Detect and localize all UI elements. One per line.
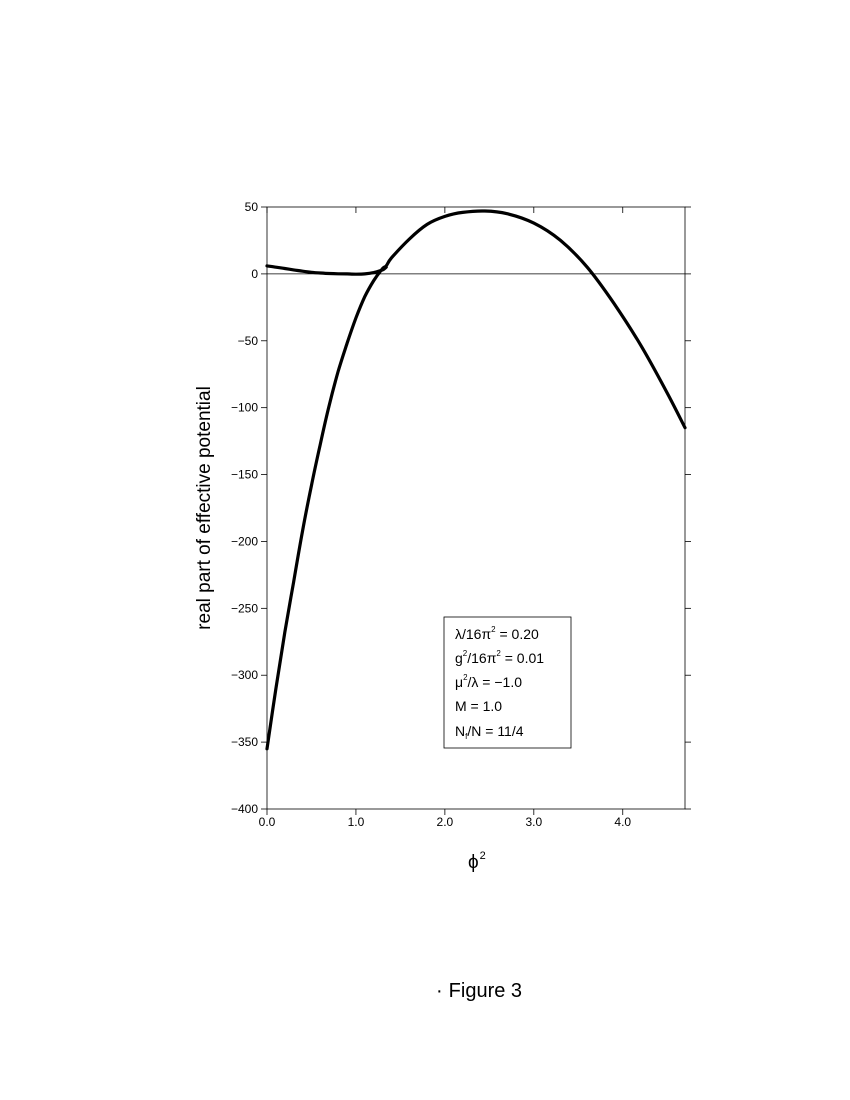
y-tick-label: −100 [231, 401, 258, 415]
y-tick-label: 0 [251, 267, 258, 281]
legend-entry-mu: μ2/λ = −1.0 [455, 673, 522, 690]
plot-border [266, 206, 686, 810]
legend-entry-lambda: λ/16π2 = 0.20 [455, 625, 539, 642]
y-tick-label: −200 [231, 534, 258, 548]
y-axis-title: real part of effective potential [194, 386, 215, 630]
y-tick-label: −300 [231, 668, 258, 682]
series-line-1 [265, 264, 388, 276]
y-tick-label: −350 [231, 735, 258, 749]
legend-entry-nf: Nf/N = 11/4 [455, 723, 524, 741]
caption-text: Figure 3 [448, 980, 523, 1002]
series-group [265, 209, 687, 751]
y-tick-label: −150 [231, 468, 258, 482]
x-tick-label: 2.0 [437, 815, 454, 829]
caption-bullet: · [436, 980, 443, 1002]
y-tick-label: −50 [238, 334, 259, 348]
legend-box [443, 616, 572, 749]
plot-frame [266, 206, 686, 810]
legend-entry-g: g2/16π2 = 0.01 [455, 649, 544, 666]
x-tick-label: 3.0 [525, 815, 542, 829]
series-line-2 [265, 209, 687, 751]
x-axis-title-base: ϕ [468, 852, 479, 873]
x-axis-title: ϕ2 [468, 850, 486, 873]
legend: λ/16π2 = 0.20 g2/16π2 = 0.01 μ2/λ = −1.0… [443, 616, 572, 749]
x-tick-label: 0.0 [259, 815, 276, 829]
figure-caption: · Figure 3 [436, 980, 522, 1003]
axis-ticks [261, 206, 691, 815]
y-tick-label: −400 [231, 802, 258, 816]
y-tick-label: 50 [245, 200, 259, 214]
x-tick-label: 4.0 [614, 815, 631, 829]
x-axis-title-superscript: 2 [480, 850, 486, 862]
legend-entry-m: M = 1.0 [455, 698, 502, 714]
y-tick-label: −250 [231, 601, 258, 615]
x-tick-label: 1.0 [348, 815, 365, 829]
